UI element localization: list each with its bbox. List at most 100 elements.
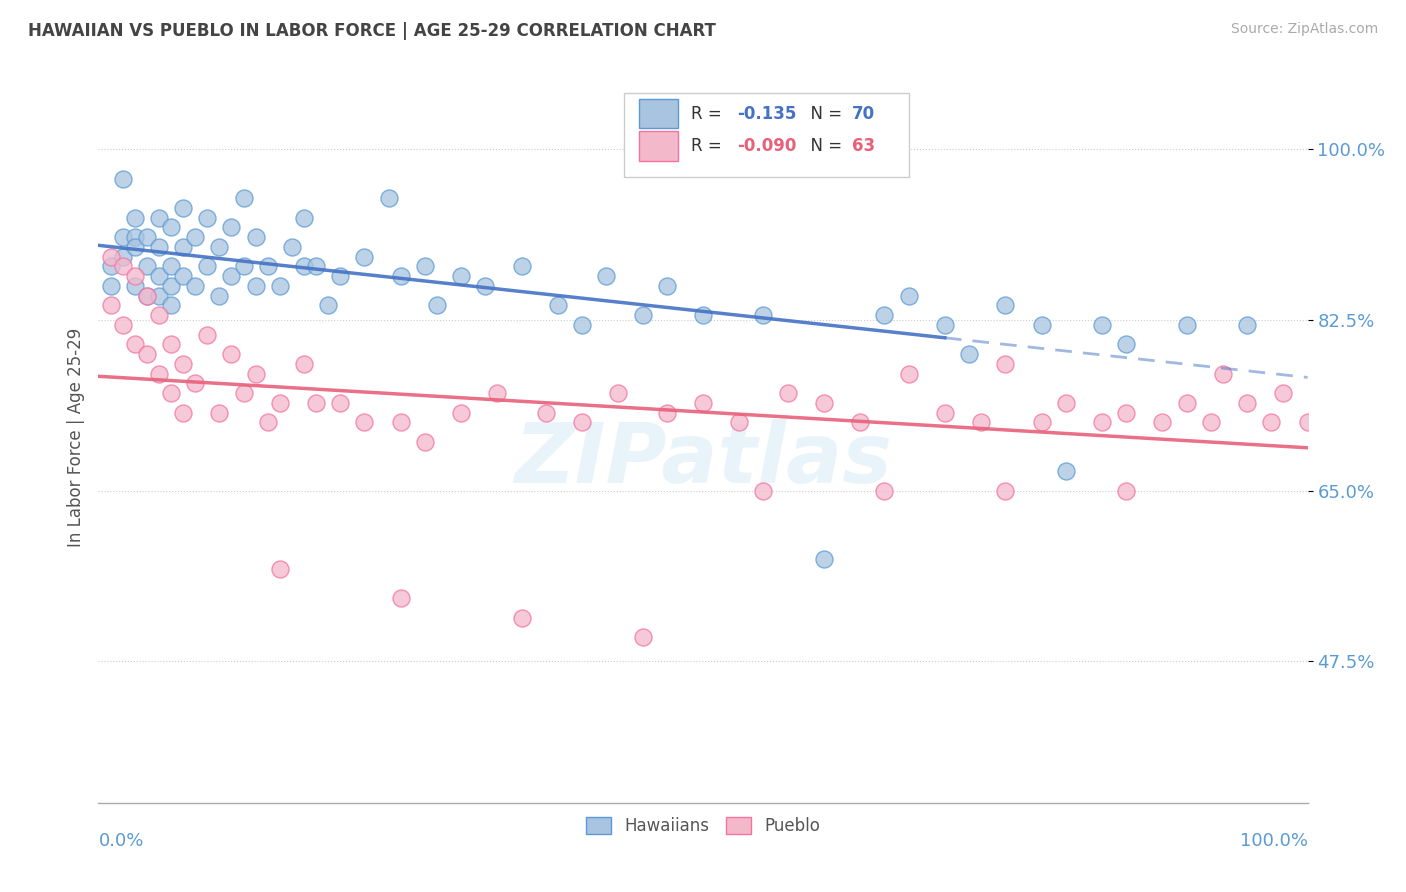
Point bbox=[329, 396, 352, 410]
Point bbox=[1272, 386, 1295, 401]
Point bbox=[172, 269, 194, 284]
Point bbox=[269, 279, 291, 293]
Point bbox=[124, 230, 146, 244]
Point bbox=[269, 562, 291, 576]
Point bbox=[1152, 416, 1174, 430]
Text: 70: 70 bbox=[852, 104, 875, 123]
Point bbox=[595, 269, 617, 284]
Text: -0.135: -0.135 bbox=[737, 104, 796, 123]
Point bbox=[148, 240, 170, 254]
Point bbox=[1091, 416, 1114, 430]
Point bbox=[172, 240, 194, 254]
Point bbox=[692, 396, 714, 410]
Point bbox=[195, 211, 218, 225]
Point bbox=[160, 386, 183, 401]
Point bbox=[994, 483, 1017, 498]
Point bbox=[184, 279, 207, 293]
Point bbox=[873, 483, 896, 498]
Point bbox=[148, 308, 170, 322]
Point bbox=[377, 191, 399, 205]
Point bbox=[292, 211, 315, 225]
Point bbox=[571, 318, 593, 332]
Point bbox=[135, 288, 157, 302]
Point bbox=[100, 260, 122, 274]
Point bbox=[413, 260, 436, 274]
Point bbox=[1054, 396, 1077, 410]
Point bbox=[292, 260, 315, 274]
Point bbox=[148, 211, 170, 225]
Text: 63: 63 bbox=[852, 137, 875, 155]
Point bbox=[1296, 416, 1319, 430]
Point bbox=[245, 279, 267, 293]
Point bbox=[172, 357, 194, 371]
Point bbox=[316, 298, 339, 312]
Point bbox=[100, 279, 122, 293]
Text: 100.0%: 100.0% bbox=[1240, 832, 1308, 850]
Point bbox=[184, 376, 207, 391]
Point bbox=[135, 347, 157, 361]
Point bbox=[426, 298, 449, 312]
Point bbox=[510, 260, 533, 274]
Point bbox=[195, 260, 218, 274]
Point bbox=[1175, 396, 1198, 410]
Point bbox=[655, 406, 678, 420]
Point bbox=[305, 396, 328, 410]
Point bbox=[813, 552, 835, 566]
Point bbox=[1260, 416, 1282, 430]
Point bbox=[111, 230, 134, 244]
Point bbox=[111, 250, 134, 264]
Point bbox=[450, 269, 472, 284]
Point bbox=[776, 386, 799, 401]
Point bbox=[1091, 318, 1114, 332]
Point bbox=[353, 416, 375, 430]
Point bbox=[208, 288, 231, 302]
Text: N =: N = bbox=[800, 137, 852, 155]
Point bbox=[100, 250, 122, 264]
Point bbox=[752, 308, 775, 322]
Y-axis label: In Labor Force | Age 25-29: In Labor Force | Age 25-29 bbox=[66, 327, 84, 547]
Point bbox=[135, 260, 157, 274]
Point bbox=[221, 220, 243, 235]
Point bbox=[873, 308, 896, 322]
Point bbox=[534, 406, 557, 420]
Legend: Hawaiians, Pueblo: Hawaiians, Pueblo bbox=[579, 811, 827, 842]
Text: -0.090: -0.090 bbox=[737, 137, 796, 155]
Point bbox=[994, 357, 1017, 371]
Point bbox=[353, 250, 375, 264]
Point bbox=[269, 396, 291, 410]
Text: N =: N = bbox=[800, 104, 852, 123]
Point bbox=[1236, 396, 1258, 410]
Point bbox=[934, 318, 956, 332]
Text: 0.0%: 0.0% bbox=[98, 832, 143, 850]
Point bbox=[124, 211, 146, 225]
Point bbox=[631, 308, 654, 322]
Point bbox=[172, 406, 194, 420]
Point bbox=[172, 201, 194, 215]
Point bbox=[1031, 416, 1053, 430]
Point bbox=[692, 308, 714, 322]
Point bbox=[389, 416, 412, 430]
Point bbox=[631, 630, 654, 644]
Point bbox=[1054, 464, 1077, 478]
Point bbox=[111, 260, 134, 274]
Point bbox=[124, 269, 146, 284]
Point bbox=[195, 327, 218, 342]
Point bbox=[571, 416, 593, 430]
Point bbox=[160, 279, 183, 293]
Point bbox=[897, 288, 920, 302]
Point bbox=[232, 191, 254, 205]
Point bbox=[1115, 337, 1137, 351]
Point bbox=[160, 220, 183, 235]
Point bbox=[957, 347, 980, 361]
Point bbox=[292, 357, 315, 371]
Point bbox=[124, 337, 146, 351]
Point bbox=[728, 416, 751, 430]
Point bbox=[897, 367, 920, 381]
Point bbox=[148, 288, 170, 302]
Point bbox=[329, 269, 352, 284]
Point bbox=[655, 279, 678, 293]
Point bbox=[450, 406, 472, 420]
Point bbox=[256, 416, 278, 430]
Bar bbox=[638, 99, 678, 128]
Point bbox=[1031, 318, 1053, 332]
